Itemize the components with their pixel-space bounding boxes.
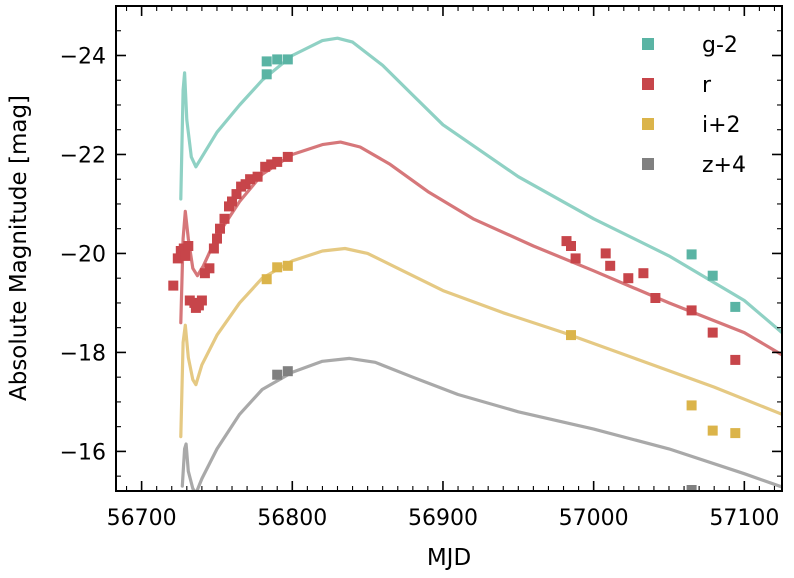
data-point-z+4-0: [272, 369, 283, 380]
model-curve-g-2: [179, 36, 782, 335]
x-tick-label: 56800: [257, 506, 327, 531]
data-point-r-1: [172, 253, 183, 264]
x-tick-label: 56900: [408, 506, 478, 531]
data-point-r-15: [215, 223, 225, 234]
legend-label-r: r: [702, 73, 712, 98]
data-point-i+2-6: [730, 428, 741, 439]
data-point-r-10: [196, 295, 207, 306]
x-tick-label: 56700: [107, 506, 177, 531]
model-curve-r: [179, 140, 782, 357]
data-point-r-18: [227, 196, 237, 207]
data-point-i+2-2: [282, 260, 293, 271]
axis-ticks: 56700 56800 56900 57000 57100 −24 −22 −20 −18 −16: [60, 5, 782, 531]
data-point-i+2-0: [261, 274, 272, 285]
legend-marker-g-2: [642, 38, 654, 50]
legend-marker-r: [642, 78, 654, 90]
data-point-r-32: [605, 260, 616, 271]
data-point-z+4-2: [686, 485, 697, 491]
legend: g-2 r i+2 z+4: [642, 33, 746, 178]
data-point-r-36: [686, 305, 697, 316]
data-point-g-2-2: [272, 54, 283, 65]
legend-marker-i+2: [642, 118, 654, 130]
x-tick-label: 57100: [709, 506, 779, 531]
legend-label-i+2: i+2: [702, 113, 741, 138]
data-point-r-14: [212, 233, 222, 244]
data-point-r-37: [707, 327, 718, 338]
data-point-i+2-4: [686, 400, 697, 411]
y-axis-label: Absolute Magnitude [mag]: [6, 95, 32, 401]
data-point-r-24: [260, 161, 271, 172]
plot-frame: [115, 5, 783, 492]
data-point-g-2-4: [686, 249, 697, 260]
model-curves: [179, 36, 782, 491]
y-tick-label: −20: [60, 242, 106, 267]
y-tick-label: −18: [60, 341, 106, 366]
data-point-g-2-6: [730, 301, 741, 312]
data-point-r-23: [252, 171, 263, 182]
data-point-r-13: [208, 243, 219, 254]
data-point-r-30: [570, 253, 581, 264]
y-tick-label: −24: [60, 44, 106, 69]
data-point-r-12: [204, 263, 215, 274]
data-point-r-38: [730, 354, 741, 365]
data-point-r-22: [245, 174, 256, 185]
legend-label-g-2: g-2: [702, 33, 738, 58]
data-point-r-26: [272, 156, 283, 167]
data-point-g-2-3: [282, 54, 293, 65]
legend-marker-z+4: [642, 158, 654, 170]
data-point-i+2-3: [566, 330, 576, 341]
data-point-i+2-1: [272, 262, 283, 273]
x-tick-label: 57000: [559, 506, 629, 531]
data-point-g-2-0: [261, 69, 272, 80]
y-tick-label: −16: [60, 440, 106, 465]
x-axis-label: MJD: [427, 545, 471, 571]
data-point-r-31: [600, 248, 611, 259]
data-point-r-5: [183, 241, 194, 251]
data-point-i+2-5: [707, 425, 718, 436]
data-point-r-35: [650, 293, 661, 303]
data-point-r-19: [231, 189, 242, 200]
data-point-g-2-1: [261, 56, 272, 67]
data-point-g-2-5: [707, 270, 718, 281]
data-point-r-4: [180, 250, 191, 261]
data-point-r-29: [566, 241, 576, 251]
data-point-r-27: [282, 151, 293, 162]
data-points: [168, 54, 741, 491]
data-point-r-34: [638, 268, 649, 279]
data-point-r-25: [266, 159, 277, 170]
data-point-r-33: [623, 273, 634, 284]
data-point-r-16: [219, 213, 230, 224]
y-tick-label: −22: [60, 143, 106, 168]
legend-label-z+4: z+4: [702, 153, 746, 178]
data-point-z+4-1: [282, 366, 293, 377]
data-point-r-0: [168, 280, 179, 291]
